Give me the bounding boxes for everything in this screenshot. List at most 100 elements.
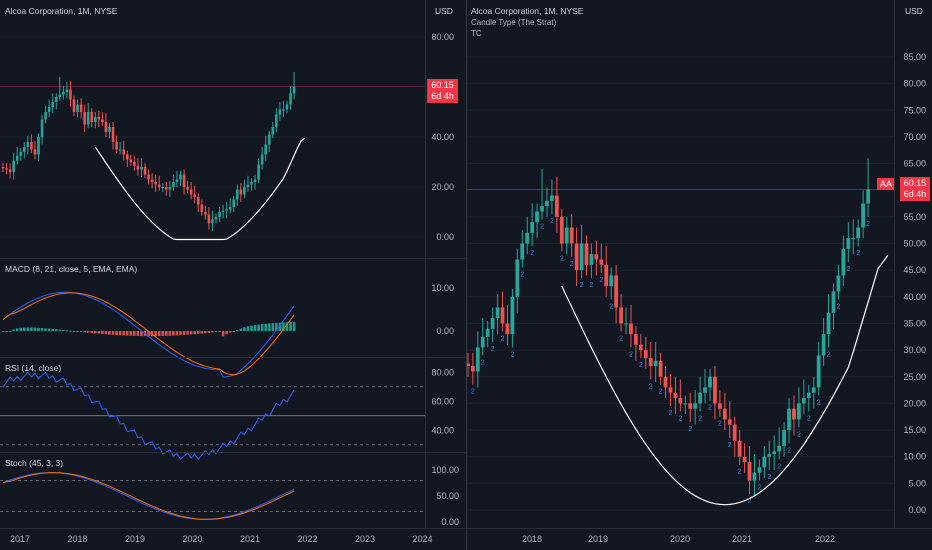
left-candle bbox=[246, 184, 250, 187]
left-macd-divider bbox=[0, 258, 466, 259]
left-candle bbox=[108, 127, 111, 132]
right-strat-marker: 2 bbox=[836, 303, 840, 310]
left-macd-histogram-bar bbox=[30, 327, 33, 331]
left-macd-histogram-bar bbox=[1, 331, 5, 332]
left-candle bbox=[51, 102, 54, 107]
left-currency-label: USD bbox=[435, 6, 453, 16]
left-candle bbox=[168, 187, 172, 190]
right-candle bbox=[535, 211, 539, 223]
left-candle bbox=[115, 142, 118, 150]
left-macd-histogram-bar bbox=[33, 327, 37, 331]
right-strat-marker: 2 bbox=[609, 303, 613, 310]
right-strat-marker: 2 bbox=[491, 346, 495, 353]
right-main-svg[interactable]: 85.00 80.00 75.00 70.00 65.00 55.00 50.00 45.00… bbox=[467, 0, 932, 550]
left-macd-tick-label: 10.00 bbox=[431, 283, 454, 293]
right-candle bbox=[624, 323, 628, 325]
right-price-tick-label: 10.00 bbox=[903, 452, 926, 462]
right-candle bbox=[673, 392, 678, 399]
left-stoch-divider bbox=[0, 452, 466, 453]
left-axis-divider bbox=[425, 0, 426, 528]
right-candle bbox=[688, 403, 693, 409]
left-macd-histogram-bar bbox=[58, 329, 62, 331]
left-macd-signal-line bbox=[2, 292, 295, 376]
left-candle bbox=[200, 204, 204, 212]
right-candle bbox=[782, 430, 786, 447]
right-time-tick-label: 2020 bbox=[670, 534, 690, 544]
right-candle bbox=[525, 232, 530, 244]
left-macd-histogram-bar bbox=[282, 322, 285, 331]
left-macd-tick-label: 0.00 bbox=[436, 326, 454, 336]
right-candle bbox=[668, 387, 673, 393]
right-candle bbox=[713, 376, 717, 404]
left-macd-histogram-bar bbox=[94, 331, 97, 334]
right-chart-title: Alcoa Corporation, 1M, NYSE bbox=[471, 6, 584, 16]
left-macd-histogram-bar bbox=[289, 322, 292, 331]
left-price-tick-label: 40.00 bbox=[431, 132, 454, 142]
left-macd-histogram-bar bbox=[172, 331, 175, 336]
right-price-tick-label: 25.00 bbox=[903, 372, 926, 382]
right-candle bbox=[559, 216, 564, 244]
right-strat-marker: 2 bbox=[580, 282, 584, 289]
right-price-tag: 60.15 6d 4h bbox=[900, 177, 930, 201]
right-chart-panel[interactable]: 85.00 80.00 75.00 70.00 65.00 55.00 50.00 45.00… bbox=[467, 0, 932, 550]
left-macd-histogram-bar bbox=[211, 331, 214, 333]
right-candle bbox=[851, 238, 856, 240]
left-candle bbox=[40, 119, 44, 137]
left-candle bbox=[264, 144, 267, 155]
right-price-tick-label: 5.00 bbox=[908, 478, 926, 488]
left-macd-histogram-bar bbox=[51, 328, 54, 331]
left-candle bbox=[5, 168, 8, 170]
left-macd-histogram-bar bbox=[111, 331, 115, 335]
left-candle bbox=[285, 104, 289, 110]
left-rsi-label: RSI (14, close) bbox=[5, 363, 62, 373]
left-candle bbox=[122, 149, 125, 155]
left-candle bbox=[111, 127, 115, 142]
right-strat-marker: 2 bbox=[481, 359, 485, 366]
left-time-tick-label: 2020 bbox=[182, 534, 202, 544]
right-indicator-tc[interactable]: TC bbox=[471, 29, 482, 38]
left-chart-panel[interactable]: 80.00 40.00 20.00 0.00 2017 2018 2019 2020 2021 2… bbox=[0, 0, 466, 550]
left-macd-histogram-bar bbox=[108, 331, 111, 335]
right-strat-marker: 2 bbox=[846, 266, 850, 273]
left-main-svg[interactable]: 80.00 40.00 20.00 0.00 2017 2018 2019 2020 2021 2… bbox=[0, 0, 466, 550]
right-price-tick-label: 75.00 bbox=[903, 105, 926, 115]
right-strat-marker: 2 bbox=[698, 415, 702, 422]
left-macd-histogram-bar bbox=[246, 326, 250, 331]
left-macd-line bbox=[2, 291, 295, 378]
right-strat-marker: 2 bbox=[629, 351, 633, 358]
right-price-tick-label: 15.00 bbox=[903, 425, 926, 435]
right-candle bbox=[826, 312, 831, 335]
left-macd-histogram-bar bbox=[196, 331, 200, 334]
left-macd-histogram-bar bbox=[125, 331, 129, 336]
right-strat-marker: 2 bbox=[649, 383, 653, 390]
right-candle bbox=[811, 387, 816, 393]
right-candle bbox=[846, 238, 851, 249]
left-candle bbox=[97, 117, 101, 120]
left-candle bbox=[161, 187, 165, 188]
left-time-tick-label: 2022 bbox=[297, 534, 317, 544]
left-candle bbox=[47, 107, 51, 112]
right-strat-marker: 2 bbox=[787, 447, 791, 454]
left-candle bbox=[65, 89, 69, 92]
left-rsi-tick-label: 80.00 bbox=[431, 367, 454, 377]
panel-divider[interactable] bbox=[466, 0, 467, 550]
right-time-tick-label: 2018 bbox=[522, 534, 542, 544]
right-strat-marker: 2 bbox=[767, 474, 771, 481]
left-candle bbox=[239, 189, 243, 195]
right-candle bbox=[658, 360, 663, 377]
right-indicator-strat[interactable]: Candle Type (The Strat) bbox=[471, 18, 557, 27]
left-candle bbox=[211, 219, 214, 224]
right-strat-marker: 2 bbox=[540, 224, 544, 231]
left-candle bbox=[218, 212, 221, 217]
right-candle bbox=[520, 243, 525, 260]
left-macd-histogram-bar bbox=[86, 331, 90, 333]
left-candle bbox=[147, 174, 150, 180]
left-macd-histogram-bar bbox=[140, 331, 143, 337]
right-strat-marker: 2 bbox=[589, 282, 593, 289]
left-candle bbox=[257, 164, 260, 180]
right-candle bbox=[678, 398, 683, 404]
right-candle bbox=[594, 254, 599, 260]
right-candle bbox=[757, 467, 762, 473]
left-macd-histogram-bar bbox=[168, 331, 172, 336]
left-macd-histogram-bar bbox=[8, 331, 12, 332]
